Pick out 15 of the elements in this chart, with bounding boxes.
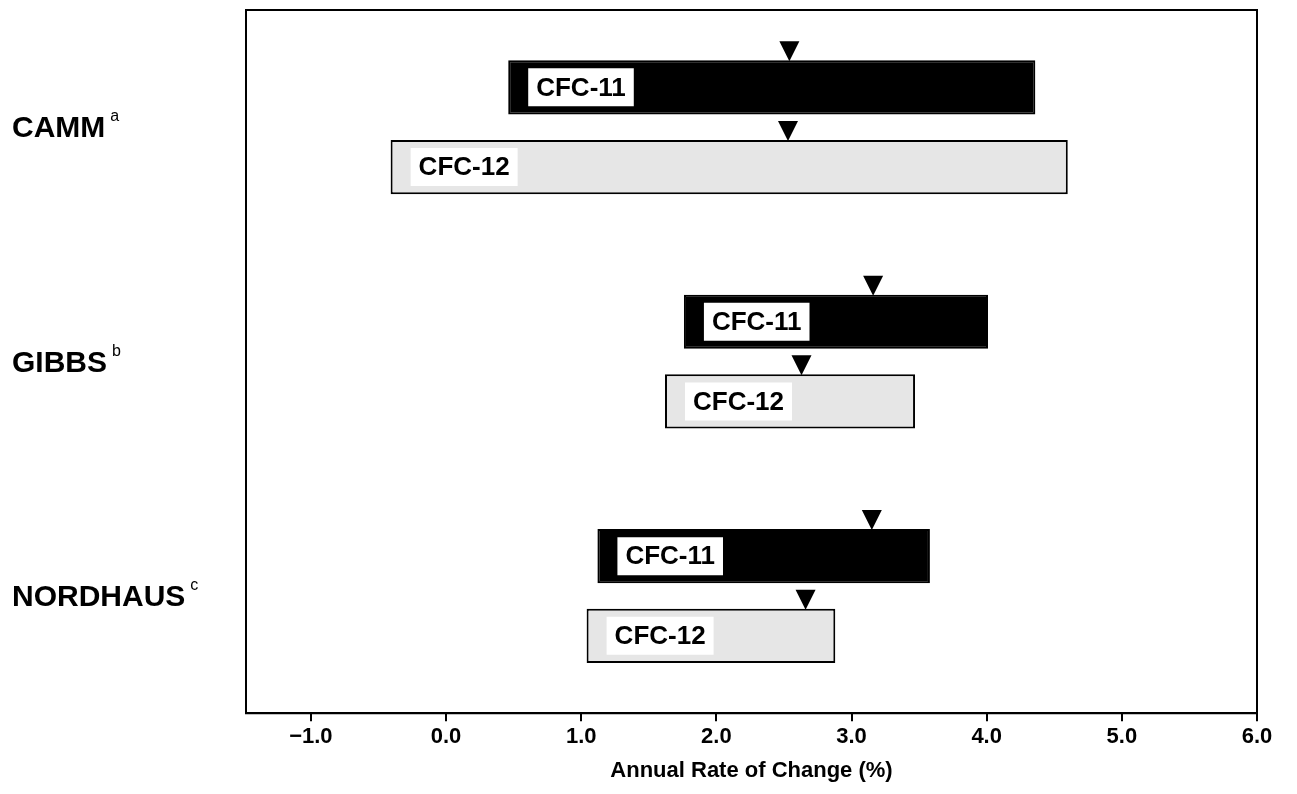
x-tick-label: 5.0 <box>1106 723 1138 749</box>
series-label: CFC-12 <box>693 385 785 416</box>
x-tick-label: 3.0 <box>836 723 867 749</box>
text: CFC-12 <box>614 620 706 651</box>
x-tick-label: 2.0 <box>701 723 732 749</box>
x-tick-label: 6.0 <box>1241 723 1273 749</box>
text: CFC-11 <box>625 540 715 571</box>
x-axis-title: Annual Rate of Change (%) <box>610 756 893 782</box>
text: CFC-12 <box>418 151 510 182</box>
x-tick-label: 4.0 <box>971 723 1002 749</box>
x-tick-label: −1.0 <box>289 723 333 749</box>
x-tick-label: 1.0 <box>565 723 597 749</box>
text: CFC-11 <box>711 305 802 336</box>
x-tick-label: 0.0 <box>430 723 462 749</box>
series-label: CFC-11 <box>536 71 626 102</box>
